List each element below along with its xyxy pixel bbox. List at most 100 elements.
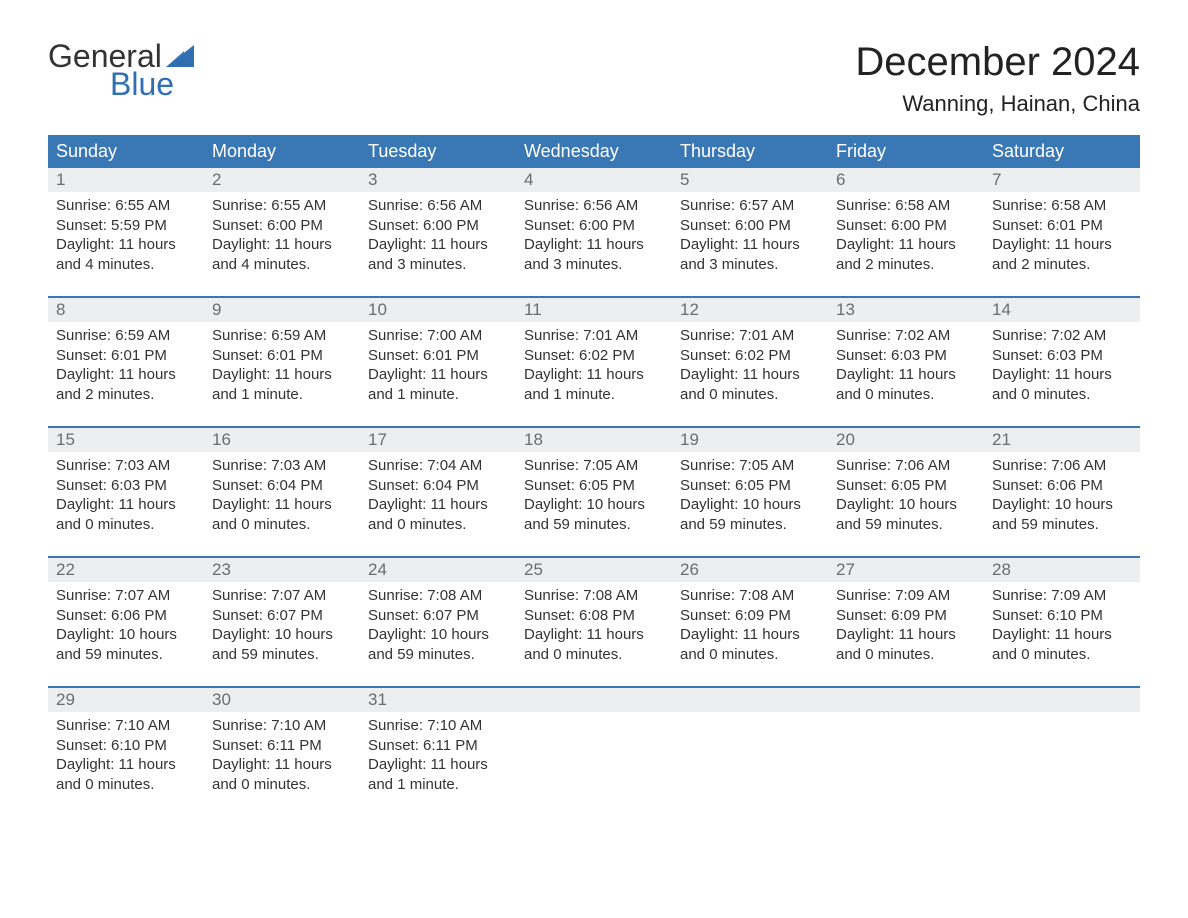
day-detail-line: Sunrise: 6:56 AM	[368, 196, 508, 216]
day-detail-line: Sunrise: 6:59 AM	[212, 326, 352, 346]
month-title: December 2024	[855, 40, 1140, 85]
calendar-cell: 20Sunrise: 7:06 AMSunset: 6:05 PMDayligh…	[828, 428, 984, 556]
day-details: Sunrise: 7:00 AMSunset: 6:01 PMDaylight:…	[360, 322, 516, 416]
day-detail-line: Sunset: 6:09 PM	[680, 606, 820, 626]
calendar-cell	[984, 688, 1140, 816]
day-detail-line: Sunrise: 6:56 AM	[524, 196, 664, 216]
day-details: Sunrise: 6:56 AMSunset: 6:00 PMDaylight:…	[360, 192, 516, 286]
calendar-cell: 3Sunrise: 6:56 AMSunset: 6:00 PMDaylight…	[360, 168, 516, 296]
day-detail-line: and 3 minutes.	[524, 255, 664, 275]
day-details: Sunrise: 7:04 AMSunset: 6:04 PMDaylight:…	[360, 452, 516, 546]
day-detail-line: Daylight: 11 hours	[992, 235, 1132, 255]
calendar-cell: 8Sunrise: 6:59 AMSunset: 6:01 PMDaylight…	[48, 298, 204, 426]
day-detail-line: Sunset: 6:08 PM	[524, 606, 664, 626]
day-detail-line: Sunset: 6:02 PM	[680, 346, 820, 366]
day-number: 9	[204, 298, 360, 322]
day-detail-line: Sunset: 6:07 PM	[368, 606, 508, 626]
day-detail-line: Sunset: 6:10 PM	[56, 736, 196, 756]
calendar-cell: 16Sunrise: 7:03 AMSunset: 6:04 PMDayligh…	[204, 428, 360, 556]
day-details: Sunrise: 6:57 AMSunset: 6:00 PMDaylight:…	[672, 192, 828, 286]
day-detail-line: and 0 minutes.	[212, 775, 352, 795]
day-header: Tuesday	[360, 135, 516, 168]
day-detail-line: Daylight: 11 hours	[524, 235, 664, 255]
day-detail-line: Sunset: 6:00 PM	[836, 216, 976, 236]
day-detail-line: Sunset: 6:11 PM	[212, 736, 352, 756]
day-detail-line: Sunset: 6:05 PM	[680, 476, 820, 496]
calendar-table: Sunday Monday Tuesday Wednesday Thursday…	[48, 135, 1140, 816]
day-details: Sunrise: 7:08 AMSunset: 6:08 PMDaylight:…	[516, 582, 672, 676]
day-detail-line: Daylight: 10 hours	[212, 625, 352, 645]
day-detail-line: and 1 minute.	[212, 385, 352, 405]
day-number: 8	[48, 298, 204, 322]
calendar-cell: 11Sunrise: 7:01 AMSunset: 6:02 PMDayligh…	[516, 298, 672, 426]
day-details: Sunrise: 7:07 AMSunset: 6:07 PMDaylight:…	[204, 582, 360, 676]
day-number: 27	[828, 558, 984, 582]
day-detail-line: Sunrise: 7:09 AM	[992, 586, 1132, 606]
day-number: 19	[672, 428, 828, 452]
day-detail-line: Sunset: 6:01 PM	[992, 216, 1132, 236]
day-header-row: Sunday Monday Tuesday Wednesday Thursday…	[48, 135, 1140, 168]
calendar-cell	[516, 688, 672, 816]
day-detail-line: and 59 minutes.	[368, 645, 508, 665]
day-detail-line: Sunset: 6:07 PM	[212, 606, 352, 626]
day-detail-line: Sunset: 6:06 PM	[56, 606, 196, 626]
day-detail-line: Daylight: 11 hours	[212, 365, 352, 385]
day-detail-line: Sunset: 6:05 PM	[524, 476, 664, 496]
calendar-cell: 5Sunrise: 6:57 AMSunset: 6:00 PMDaylight…	[672, 168, 828, 296]
day-detail-line: Sunrise: 7:05 AM	[680, 456, 820, 476]
day-number: 29	[48, 688, 204, 712]
day-detail-line: Daylight: 11 hours	[212, 235, 352, 255]
day-detail-line: and 3 minutes.	[368, 255, 508, 275]
calendar-cell: 29Sunrise: 7:10 AMSunset: 6:10 PMDayligh…	[48, 688, 204, 816]
day-number: 6	[828, 168, 984, 192]
calendar-cell: 10Sunrise: 7:00 AMSunset: 6:01 PMDayligh…	[360, 298, 516, 426]
day-detail-line: Daylight: 10 hours	[524, 495, 664, 515]
day-detail-line: Sunrise: 7:01 AM	[680, 326, 820, 346]
day-detail-line: Daylight: 11 hours	[212, 495, 352, 515]
title-block: December 2024 Wanning, Hainan, China	[855, 40, 1140, 117]
day-detail-line: Sunrise: 6:58 AM	[836, 196, 976, 216]
day-detail-line: and 0 minutes.	[680, 645, 820, 665]
day-details: Sunrise: 7:09 AMSunset: 6:10 PMDaylight:…	[984, 582, 1140, 676]
day-details: Sunrise: 6:59 AMSunset: 6:01 PMDaylight:…	[204, 322, 360, 416]
day-detail-line: and 4 minutes.	[212, 255, 352, 275]
day-detail-line: Sunset: 6:04 PM	[368, 476, 508, 496]
calendar-cell: 4Sunrise: 6:56 AMSunset: 6:00 PMDaylight…	[516, 168, 672, 296]
day-details: Sunrise: 7:10 AMSunset: 6:11 PMDaylight:…	[360, 712, 516, 806]
day-detail-line: Daylight: 11 hours	[680, 625, 820, 645]
day-detail-line: and 0 minutes.	[992, 385, 1132, 405]
day-detail-line: Daylight: 11 hours	[56, 495, 196, 515]
day-detail-line: Sunrise: 7:08 AM	[680, 586, 820, 606]
day-detail-line: and 0 minutes.	[524, 645, 664, 665]
day-detail-line: Sunrise: 7:06 AM	[836, 456, 976, 476]
calendar-cell: 31Sunrise: 7:10 AMSunset: 6:11 PMDayligh…	[360, 688, 516, 816]
day-number: 2	[204, 168, 360, 192]
day-detail-line: Sunrise: 7:10 AM	[56, 716, 196, 736]
calendar-cell: 14Sunrise: 7:02 AMSunset: 6:03 PMDayligh…	[984, 298, 1140, 426]
calendar-cell	[828, 688, 984, 816]
day-detail-line: Sunset: 6:09 PM	[836, 606, 976, 626]
day-number: 22	[48, 558, 204, 582]
day-detail-line: and 59 minutes.	[836, 515, 976, 535]
day-detail-line: Sunset: 6:00 PM	[680, 216, 820, 236]
day-details: Sunrise: 7:08 AMSunset: 6:07 PMDaylight:…	[360, 582, 516, 676]
day-detail-line: Daylight: 11 hours	[992, 365, 1132, 385]
calendar-cell: 24Sunrise: 7:08 AMSunset: 6:07 PMDayligh…	[360, 558, 516, 686]
day-number: 20	[828, 428, 984, 452]
day-detail-line: and 0 minutes.	[992, 645, 1132, 665]
calendar-cell: 13Sunrise: 7:02 AMSunset: 6:03 PMDayligh…	[828, 298, 984, 426]
day-detail-line: and 59 minutes.	[212, 645, 352, 665]
day-number: 30	[204, 688, 360, 712]
day-number: 17	[360, 428, 516, 452]
day-number: 14	[984, 298, 1140, 322]
day-header: Sunday	[48, 135, 204, 168]
day-details: Sunrise: 7:06 AMSunset: 6:05 PMDaylight:…	[828, 452, 984, 546]
day-detail-line: Sunset: 6:01 PM	[56, 346, 196, 366]
day-detail-line: Sunrise: 6:58 AM	[992, 196, 1132, 216]
day-details: Sunrise: 6:59 AMSunset: 6:01 PMDaylight:…	[48, 322, 204, 416]
day-detail-line: Sunrise: 7:07 AM	[56, 586, 196, 606]
calendar-cell	[672, 688, 828, 816]
day-detail-line: Sunrise: 7:08 AM	[368, 586, 508, 606]
calendar-cell: 17Sunrise: 7:04 AMSunset: 6:04 PMDayligh…	[360, 428, 516, 556]
day-details: Sunrise: 6:55 AMSunset: 6:00 PMDaylight:…	[204, 192, 360, 286]
